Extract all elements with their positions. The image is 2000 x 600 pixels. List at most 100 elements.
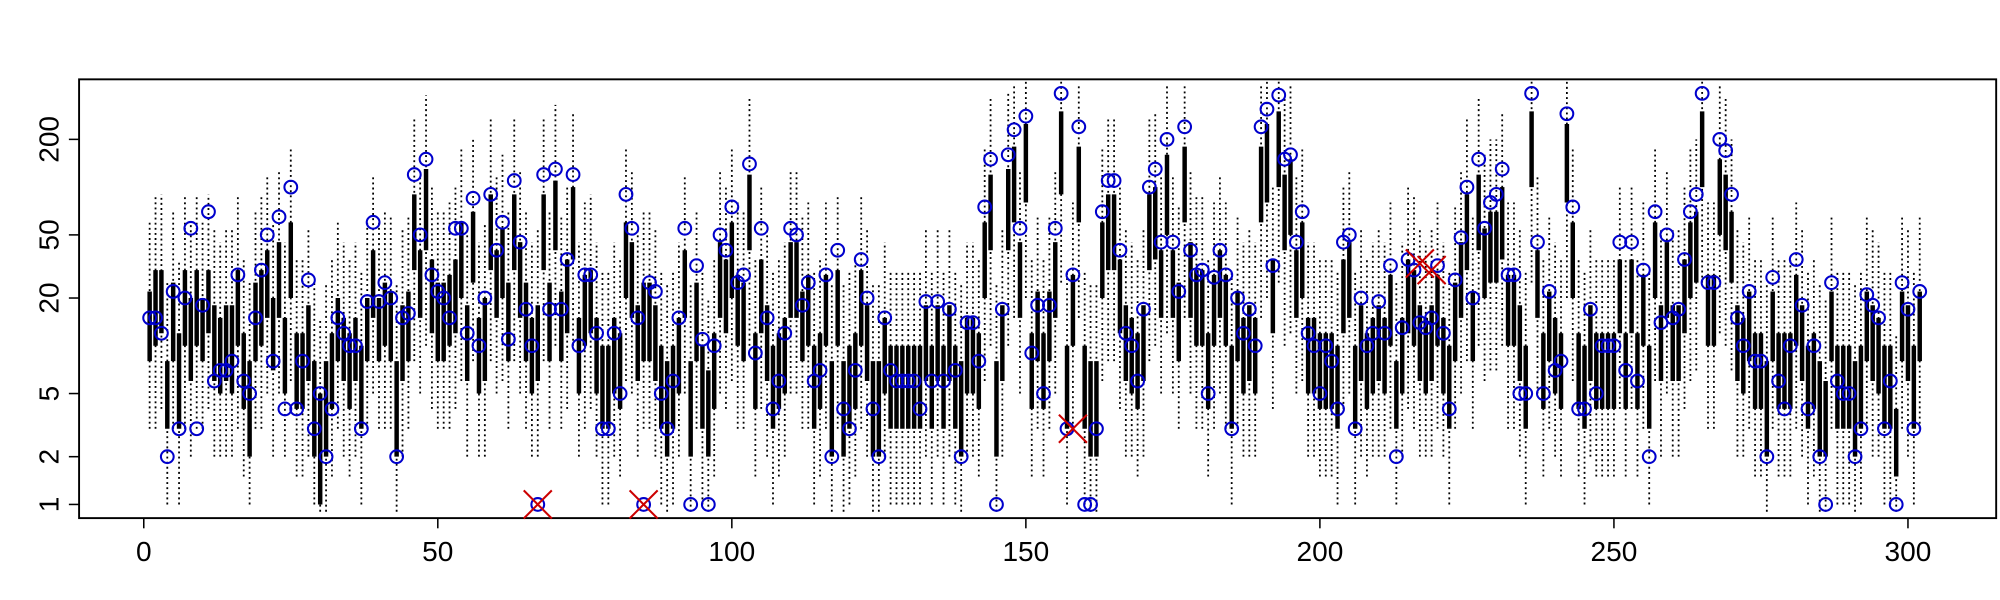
x-tick-label: 250 [1591, 536, 1638, 567]
observed-point [1712, 131, 1728, 147]
observed-point [753, 220, 769, 236]
observed-point [436, 290, 452, 306]
observed-point [847, 362, 863, 378]
observed-point [577, 267, 593, 283]
observed-point [389, 449, 405, 465]
observed-point [1577, 401, 1592, 417]
observed-point [1406, 262, 1422, 278]
observed-point [142, 310, 158, 326]
observed-point [1130, 373, 1145, 389]
observed-point [630, 310, 646, 326]
observed-point [1200, 386, 1216, 401]
observed-point [747, 345, 763, 361]
observed-point [953, 449, 969, 465]
observed-point [624, 220, 640, 236]
observed-point [842, 421, 857, 437]
observed-point [971, 353, 987, 369]
observed-point [636, 497, 652, 512]
observed-point [265, 353, 281, 369]
observed-point [177, 290, 193, 306]
flagged-point [1416, 255, 1447, 285]
observed-point [1841, 386, 1857, 401]
observed-point [342, 338, 357, 354]
x-tick-label: 0 [136, 536, 152, 567]
observed-point [1682, 204, 1698, 220]
y-tick-label: 5 [33, 386, 64, 402]
observed-point [612, 386, 628, 401]
observed-point [530, 497, 546, 512]
observed-point [583, 267, 599, 283]
observed-point [1888, 497, 1904, 512]
observed-point [1288, 234, 1304, 250]
observed-point [553, 301, 569, 317]
observed-point [1759, 449, 1775, 465]
observed-point [253, 262, 269, 278]
x-tick-label: 300 [1885, 536, 1932, 567]
observed-point [671, 310, 687, 326]
observed-point [665, 373, 681, 389]
observed-point [1771, 373, 1786, 389]
observed-point [1459, 179, 1475, 195]
observed-point [1047, 220, 1063, 236]
observed-point [1524, 85, 1540, 101]
observed-point [1136, 301, 1151, 317]
observed-point [324, 401, 340, 417]
observed-point [930, 294, 946, 309]
observed-point [1212, 242, 1228, 258]
observed-point [830, 242, 846, 258]
observed-point [1253, 119, 1269, 135]
observed-point [418, 151, 434, 167]
observed-point [506, 173, 522, 188]
observed-point [1765, 269, 1781, 285]
x-tick-label: 200 [1297, 536, 1344, 567]
observed-point [1724, 186, 1739, 202]
observed-point [495, 214, 510, 230]
observed-point [1312, 386, 1328, 401]
observed-point [718, 242, 734, 258]
observed-point [736, 267, 751, 283]
observed-point [1494, 161, 1510, 177]
observed-point [1036, 386, 1051, 401]
observed-point [977, 199, 993, 215]
observed-point [183, 220, 199, 236]
observed-point [1347, 421, 1363, 437]
observed-point [1383, 258, 1398, 274]
observed-point [865, 401, 881, 417]
observed-point [1588, 386, 1604, 401]
observed-point [318, 449, 334, 465]
observed-point [1700, 275, 1716, 291]
observed-point [330, 310, 346, 326]
observed-point [1430, 258, 1445, 274]
observed-point [236, 373, 252, 389]
observed-point [1100, 173, 1116, 188]
observed-point [1112, 242, 1128, 258]
observed-point [1071, 119, 1087, 135]
observed-point [712, 227, 728, 243]
observed-point [742, 156, 757, 172]
observed-point [1435, 325, 1451, 341]
observed-point [1477, 220, 1492, 236]
observed-point [700, 497, 716, 512]
x-tick-label: 100 [708, 536, 755, 567]
observed-point [489, 242, 505, 258]
observed-point [1847, 449, 1863, 465]
observed-point [159, 449, 175, 465]
observed-point [800, 275, 816, 291]
observed-point [559, 252, 575, 267]
observed-point [618, 186, 634, 202]
observed-point [1171, 284, 1187, 299]
observed-point [1553, 353, 1569, 369]
observed-point [565, 167, 581, 182]
observed-point [1300, 325, 1316, 341]
observed-point [148, 310, 163, 326]
observed-point [377, 275, 393, 291]
observed-point [677, 220, 693, 236]
observed-point [1818, 497, 1834, 512]
observed-point [1829, 373, 1845, 389]
observed-point [1388, 449, 1404, 465]
observed-point [448, 220, 463, 236]
observed-point [1024, 345, 1040, 361]
observed-point [1236, 325, 1251, 341]
observed-point [1735, 338, 1751, 354]
